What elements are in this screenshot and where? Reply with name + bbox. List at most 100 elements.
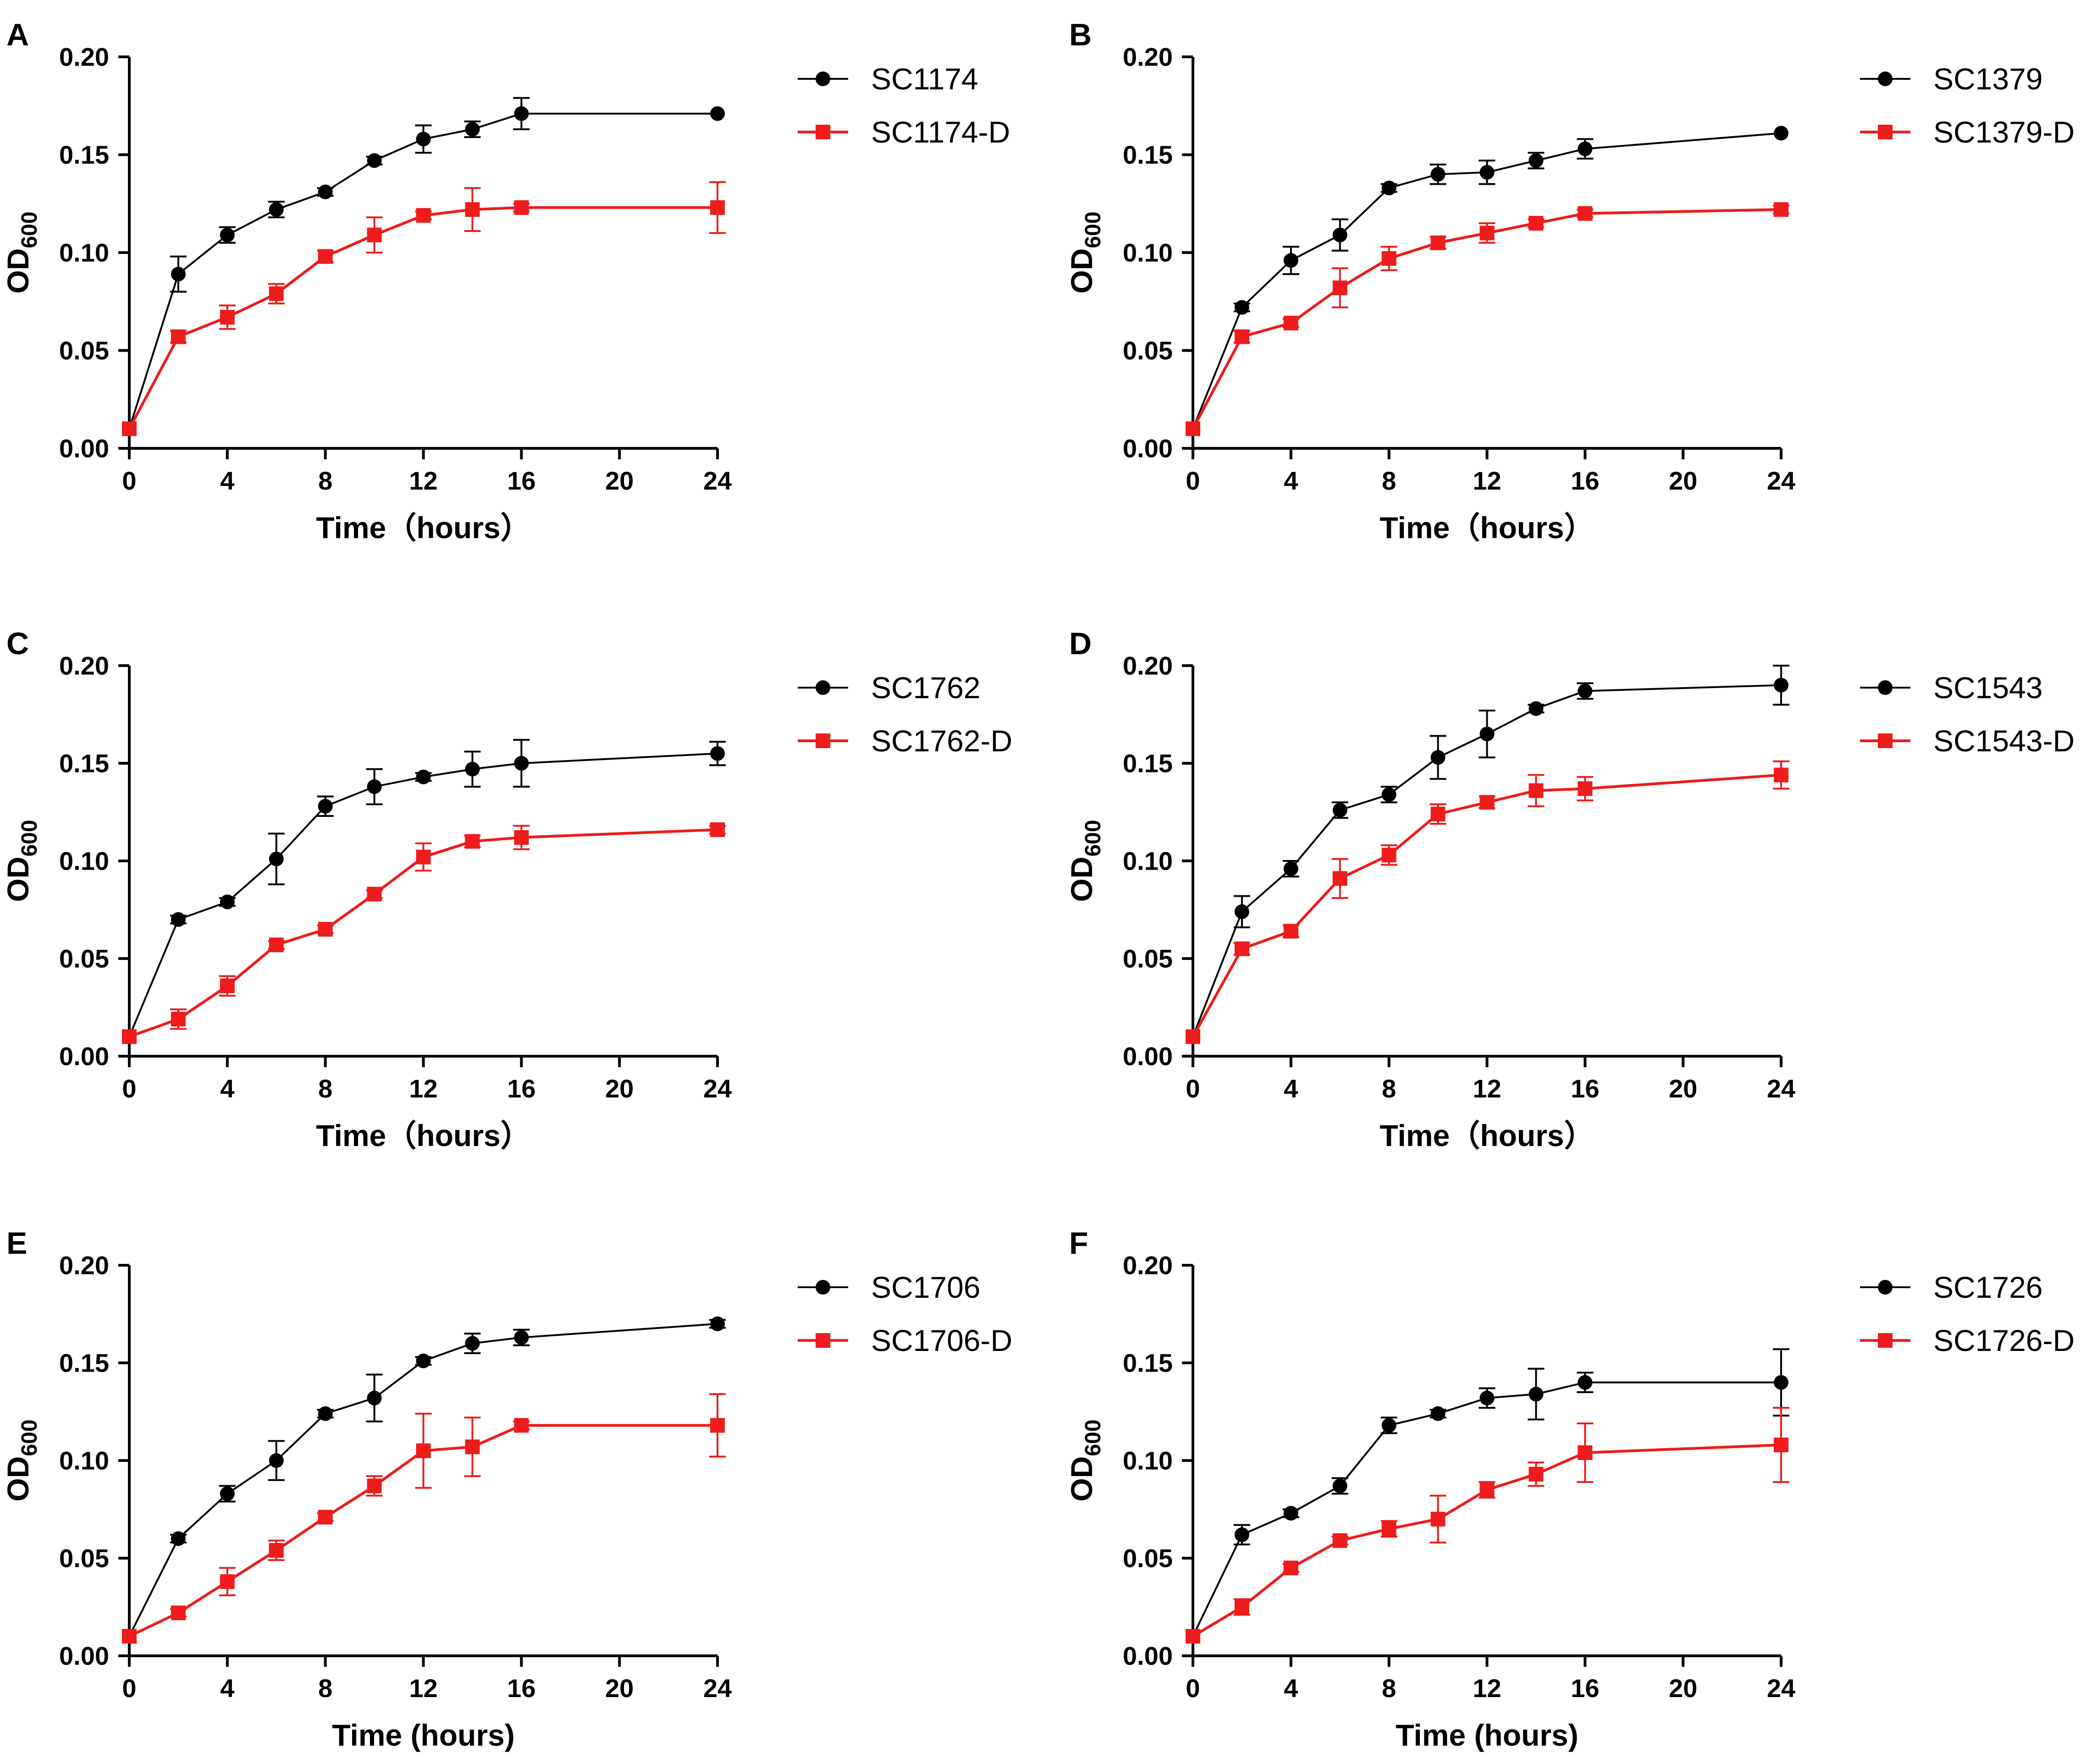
legend-entry: SC1706 [798, 1270, 981, 1304]
series-sc1379-d [1186, 202, 1789, 436]
y-tick-label: 0.15 [59, 1349, 109, 1378]
x-tick-label: 20 [1669, 1674, 1697, 1703]
x-tick-label: 16 [507, 466, 535, 495]
panel-f: F 0.00 0.05 0.10 0.15 0.20 0 4 8 12 16 20 24 Time (ho… [1065, 1226, 2075, 1752]
legend-label: SC1543 [1933, 671, 2043, 705]
data-point [220, 1574, 235, 1589]
x-tick-label: 0 [122, 1074, 136, 1103]
data-point [367, 227, 382, 243]
series-line [1192, 773, 1782, 1037]
panel-c: C 0.00 0.05 0.10 0.15 0.20 0 4 8 12 16 20 24 Time（hou… [1, 626, 1012, 1152]
legend-marker [816, 1280, 830, 1295]
legend-marker [1878, 733, 1893, 748]
data-point [367, 779, 382, 794]
data-point [1332, 871, 1347, 886]
data-point [1283, 315, 1298, 331]
data-point [318, 249, 333, 264]
x-tick-label: 16 [507, 1074, 535, 1103]
data-point [1430, 1406, 1446, 1421]
data-point [514, 1418, 529, 1433]
data-point [1529, 1387, 1544, 1402]
data-point [1186, 1629, 1200, 1644]
y-tick-label: 0.05 [59, 1544, 109, 1573]
series-line [1192, 1443, 1782, 1637]
data-point [220, 1486, 235, 1501]
data-point [1332, 803, 1347, 818]
data-point [1186, 421, 1200, 436]
data-point [514, 1330, 529, 1345]
y-tick-label: 0.15 [59, 749, 109, 778]
data-point [416, 849, 431, 865]
data-point [1234, 904, 1249, 919]
y-tick-label: 0.10 [59, 847, 109, 876]
x-tick-label: 8 [1382, 466, 1396, 495]
series-sc1726 [1186, 1348, 1789, 1644]
data-point [1234, 1527, 1249, 1542]
y-axis-title-subscript: 600 [17, 820, 42, 856]
data-point [465, 761, 480, 777]
data-point [1381, 251, 1396, 266]
legend-marker [816, 1333, 830, 1348]
data-point [1381, 787, 1396, 802]
data-point [710, 200, 725, 215]
data-point [514, 756, 529, 771]
y-tick-label: 0.05 [1123, 944, 1173, 973]
y-axis-title-main: OD [1065, 1456, 1098, 1502]
series-line [128, 112, 717, 429]
x-tick-label: 0 [1186, 466, 1200, 495]
data-point [1479, 226, 1495, 241]
y-axis-title-main: OD [1065, 248, 1098, 294]
data-point [416, 1353, 431, 1368]
panel-letter: A [6, 17, 29, 52]
data-point [416, 769, 431, 784]
y-tick-label: 0.10 [1123, 847, 1173, 876]
data-point [367, 1478, 382, 1494]
y-tick-label: 0.05 [59, 336, 109, 365]
data-point [710, 106, 725, 121]
data-point [1430, 235, 1446, 250]
x-tick-label: 20 [1669, 466, 1697, 495]
panel-letter: C [6, 626, 29, 661]
y-tick-label: 0.10 [1123, 1446, 1173, 1475]
panel-b: B 0.00 0.05 0.10 0.15 0.20 0 4 8 12 16 20 24 Time（hou… [1065, 17, 2075, 545]
panel-d: D 0.00 0.05 0.10 0.15 0.20 0 4 8 12 16 20 24 Time（hou… [1065, 626, 2075, 1152]
data-point [269, 851, 284, 866]
data-point [416, 208, 431, 223]
legend-label: SC1726 [1933, 1270, 2043, 1304]
y-tick-label: 0.20 [59, 1251, 109, 1280]
series-line [128, 1424, 717, 1638]
x-tick-label: 4 [1284, 1674, 1298, 1703]
series-sc1543-d [1186, 760, 1789, 1044]
y-axis-title: OD600 [1065, 820, 1105, 902]
data-point [1774, 1375, 1788, 1390]
data-point [710, 1418, 725, 1433]
data-point [1529, 701, 1544, 716]
series-sc1726-d [1186, 1406, 1789, 1644]
legend-entry: SC1762 [798, 671, 981, 705]
data-point [1479, 795, 1495, 810]
legend-label: SC1379 [1933, 62, 2043, 96]
legend-entry: SC1174 [798, 62, 978, 96]
data-point [1430, 167, 1446, 182]
data-point [1381, 1418, 1396, 1433]
panel-a: A 0.00 0.05 0.10 0.15 0.20 0 4 8 12 16 20 24 Time（hou… [1, 17, 1010, 545]
y-tick-label: 0.00 [59, 434, 109, 463]
data-point [1774, 678, 1788, 693]
data-point [1774, 1437, 1788, 1452]
series-line [1192, 132, 1782, 430]
x-tick-label: 0 [1186, 1674, 1200, 1703]
data-point [1578, 206, 1593, 221]
series-sc1706-d [122, 1393, 726, 1644]
legend-label: SC1706-D [871, 1323, 1012, 1357]
y-tick-label: 0.00 [59, 1042, 109, 1071]
legend-marker [816, 125, 830, 139]
legend-label: SC1174-D [871, 115, 1010, 149]
data-point [1332, 227, 1347, 243]
data-point [1381, 848, 1396, 863]
series-sc1706 [122, 1316, 726, 1644]
data-point [710, 822, 725, 837]
x-axis-title: Time (hours) [332, 1718, 514, 1752]
data-point [1578, 1445, 1593, 1460]
data-point [367, 1390, 382, 1406]
